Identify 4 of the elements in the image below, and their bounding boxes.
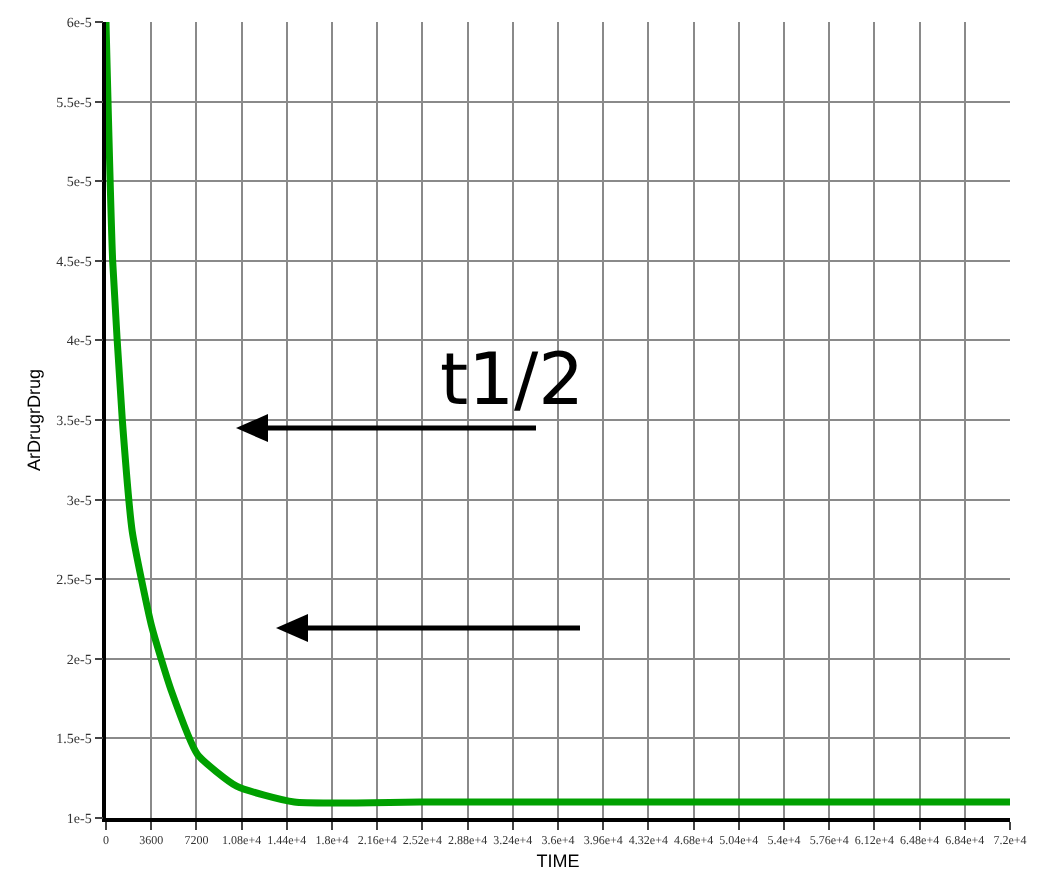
annotation: t1/2 — [440, 340, 585, 422]
line-series — [106, 22, 1010, 807]
y-axis-title: ArDrugrDrug — [23, 368, 44, 472]
x-axis-title: TIME — [536, 850, 580, 871]
